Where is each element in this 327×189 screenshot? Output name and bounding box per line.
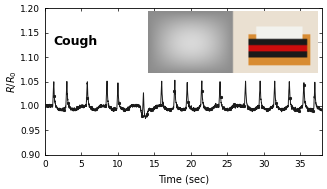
Text: Cough: Cough	[53, 35, 97, 48]
Y-axis label: $R/R_0$: $R/R_0$	[5, 70, 19, 93]
X-axis label: Time (sec): Time (sec)	[158, 174, 209, 184]
